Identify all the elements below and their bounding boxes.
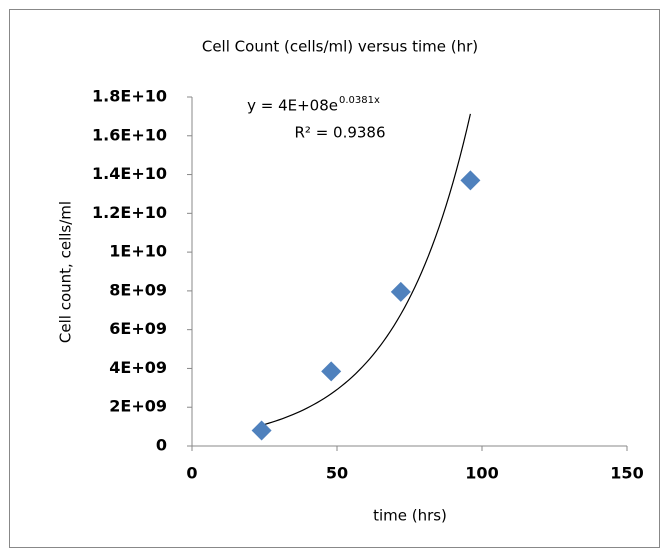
trendline-r-squared: R² = 0.9386 (294, 124, 385, 142)
y-tick-label: 8E+09 (109, 280, 167, 299)
x-tick-label: 0 (186, 464, 197, 483)
x-tick-label: 50 (326, 464, 348, 483)
y-tick-label: 1.8E+10 (92, 87, 167, 106)
chart-border (9, 9, 660, 548)
y-tick-label: 4E+09 (109, 358, 167, 377)
y-tick-label: 1.4E+10 (92, 164, 167, 183)
data-point (390, 281, 411, 302)
trendline-exponent: 0.0381x (339, 95, 380, 106)
y-tick-label: 1.6E+10 (92, 125, 167, 144)
data-point (321, 361, 342, 382)
x-tick-label: 100 (465, 464, 498, 483)
x-tick-label: 150 (610, 464, 643, 483)
y-tick-label: 6E+09 (109, 319, 167, 338)
data-point (251, 420, 272, 441)
y-tick-label: 1E+10 (109, 242, 167, 261)
y-axis-label: Cell count, cells/ml (57, 201, 75, 343)
y-tick-label: 1.2E+10 (92, 203, 167, 222)
trendline (261, 113, 471, 426)
chart-title: Cell Count (cells/ml) versus time (hr) (202, 38, 478, 56)
data-point (460, 170, 481, 191)
y-tick-label: 0 (156, 436, 167, 455)
y-tick-label: 2E+09 (109, 397, 167, 416)
x-axis-label: time (hrs) (373, 507, 447, 525)
trendline-equation: y = 4E+08e (247, 97, 338, 115)
